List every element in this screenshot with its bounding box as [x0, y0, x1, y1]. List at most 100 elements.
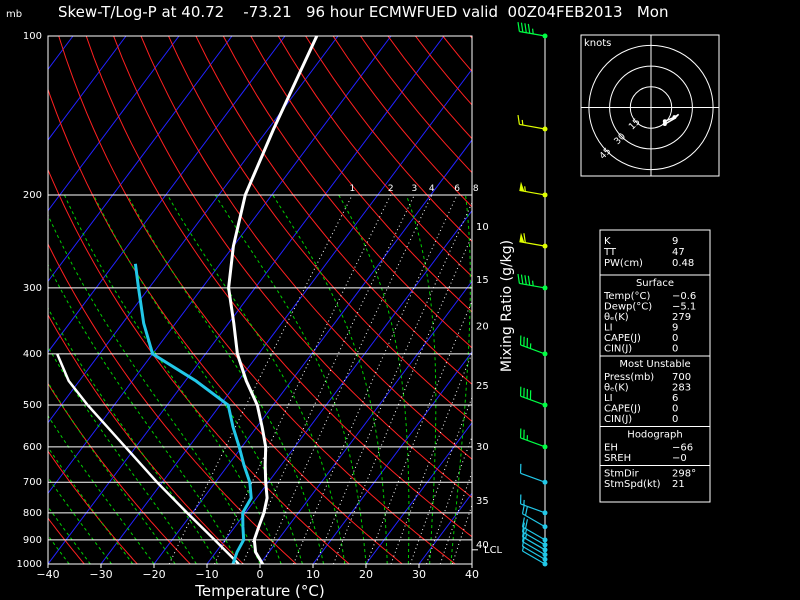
mixing-ratio-line: [242, 194, 415, 564]
pressure-units-label: mb: [6, 9, 22, 20]
dry-adiabat-line: [140, 36, 472, 460]
dry-adiabat-line: [222, 36, 472, 349]
x-axis-title: Temperature (°C): [194, 582, 324, 600]
stats-label: LI: [604, 323, 613, 334]
pressure-tick-label: 200: [23, 190, 42, 201]
mixing-ratio-line: [168, 194, 353, 564]
stats-label: PW(cm): [604, 258, 643, 269]
mixing-ratio-side-label: 15: [476, 275, 489, 286]
wind-barb-half-feather: [524, 186, 526, 192]
isotherm-line: [206, 209, 472, 564]
moist-adiabat-line: [48, 263, 240, 564]
dry-adiabat-line: [195, 36, 472, 385]
hodograph-units-label: knots: [584, 38, 611, 49]
mixing-ratio-top-label: 4: [429, 184, 435, 194]
wind-barb: [521, 545, 548, 567]
stats-label: TT: [603, 247, 617, 258]
stats-label: CIN(J): [604, 414, 632, 425]
stats-label: StmSpd(kt): [604, 479, 661, 490]
wind-barb: [519, 463, 548, 485]
isotherm-line: [365, 421, 472, 564]
stats-label: CAPE(J): [604, 333, 641, 344]
stats-value: 0: [672, 414, 678, 425]
isotherm-line: [48, 36, 286, 353]
stats-label: Temp(°C): [603, 291, 651, 302]
mixing-ratio-side-label: 30: [476, 442, 489, 453]
lcl-label: LCL: [484, 545, 503, 556]
moist-adiabat-line: [214, 194, 367, 564]
wind-barb: [519, 428, 548, 450]
temperature-profile-line: [227, 36, 319, 564]
mixing-ratio-line: [262, 194, 433, 564]
wind-barb-staff: [520, 503, 546, 514]
mixing-ratio-top-label: 3: [412, 184, 418, 194]
stats-value: 6: [672, 393, 678, 404]
isotherm-line: [48, 36, 445, 564]
wind-barb: [517, 114, 548, 132]
isotherm-line: [48, 36, 392, 495]
chart-title: Skew-T/Log-P at 40.72 -73.21 96 hour ECM…: [58, 3, 668, 21]
stats-value: 21: [672, 479, 685, 490]
dry-adiabat-line: [168, 36, 472, 423]
stats-panel: K 9 TT 47 PW(cm) 0.48 Surface Temp(°C) −0.6 Dewp(…: [599, 229, 711, 503]
dry-adiabat-line: [48, 517, 85, 564]
wind-barb-staff: [522, 513, 546, 528]
temperature-tick-label: −20: [142, 568, 165, 581]
stats-value: 700: [672, 372, 691, 383]
temperature-tick-label: 0: [257, 568, 264, 581]
stats-label: CAPE(J): [604, 404, 641, 415]
dry-adiabat-line: [48, 168, 350, 564]
mixing-ratio-side-label: 40: [476, 540, 489, 551]
mixing-ratio-line: [451, 503, 472, 564]
wind-barb-feather: [524, 275, 527, 285]
dry-adiabat-line: [48, 450, 138, 564]
wind-barb: [521, 527, 548, 553]
stats-value: −5.1: [672, 302, 696, 313]
stats-value: 0: [672, 333, 678, 344]
isotherm-line: [100, 68, 472, 564]
moist-adiabat-line: [48, 476, 112, 564]
mixing-ratio-side-label: 25: [476, 381, 489, 392]
moist-adiabat-line: [48, 307, 219, 564]
dry-adiabat-line: [48, 313, 244, 564]
wind-barb: [519, 386, 548, 408]
wind-barb-feather: [517, 273, 520, 284]
isotherm-line: [312, 351, 472, 564]
hodograph-frame: [580, 34, 720, 177]
wind-barb-half-feather: [531, 280, 534, 286]
mixing-ratio-axis-title: Mixing Ratio (g/kg): [499, 240, 515, 372]
dry-adiabat-line: [305, 36, 472, 243]
stats-label: LI: [604, 393, 613, 404]
hodograph-point: [662, 119, 667, 124]
wind-barb-feather: [524, 506, 529, 516]
pressure-tick-label: 400: [23, 349, 42, 360]
stats-label: K: [604, 236, 611, 247]
stats-value: −66: [672, 443, 693, 454]
stats-section-header: Surface: [636, 278, 674, 289]
wind-barb-feather: [517, 114, 520, 125]
wind-barb: [517, 273, 548, 291]
mixing-ratio-side-label: 35: [476, 496, 489, 507]
wind-barb-staff: [522, 536, 546, 551]
pressure-tick-label: 500: [23, 400, 42, 411]
wind-barb-staff: [522, 526, 546, 541]
isotherm-line: [48, 36, 180, 212]
pressure-tick-label: 600: [23, 442, 42, 453]
temperature-tick-label: −40: [36, 568, 59, 581]
stats-value: 298°: [672, 469, 696, 480]
wind-barb-staff: [520, 395, 546, 406]
dry-adiabat-line: [332, 36, 472, 208]
stats-label: SREH: [604, 453, 631, 464]
plot-area: [48, 36, 472, 564]
wind-barb-feather: [520, 22, 524, 33]
hodograph-point: [662, 122, 667, 127]
wind-barb-half-feather: [531, 28, 534, 34]
wind-barb-feather: [524, 23, 527, 33]
stats-value: −0.6: [672, 291, 696, 302]
wind-barbs: [517, 22, 548, 567]
moist-adiabat-line: [126, 194, 325, 564]
stats-label: EH: [604, 443, 618, 454]
wind-barb-feather: [520, 274, 524, 285]
moist-adiabat-line: [338, 194, 410, 564]
